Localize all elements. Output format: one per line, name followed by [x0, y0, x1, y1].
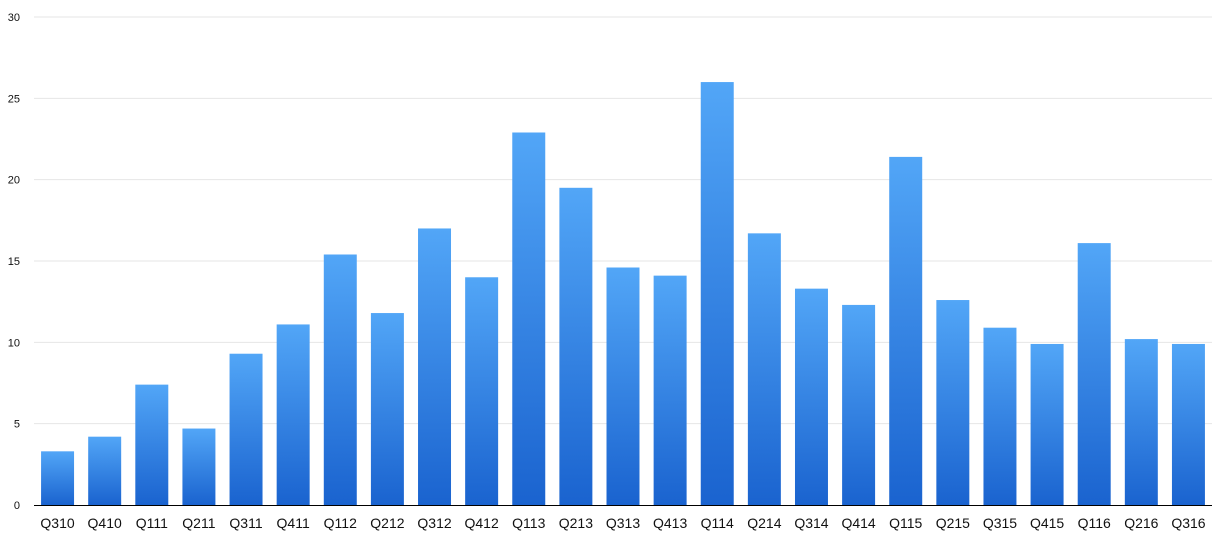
y-tick-label: 0	[14, 500, 20, 512]
bar-Q215	[936, 300, 970, 505]
x-tick-label: Q211	[182, 515, 215, 531]
bar-Q316	[1171, 343, 1205, 505]
bar-Q412	[465, 277, 499, 505]
bar-Q413	[653, 275, 687, 505]
bar-Q414	[842, 304, 876, 505]
y-tick-label: 30	[8, 12, 20, 24]
bar-Q112	[323, 254, 357, 505]
x-tick-label: Q215	[936, 515, 970, 531]
x-tick-label: Q116	[1078, 515, 1111, 531]
bar-Q313	[606, 267, 640, 505]
x-tick-label: Q415	[1030, 515, 1064, 531]
y-tick-label: 20	[8, 175, 20, 187]
x-tick-label: Q216	[1124, 515, 1158, 531]
x-tick-label: Q313	[606, 515, 640, 531]
bar-Q216	[1124, 339, 1158, 505]
y-tick-label: 15	[8, 256, 20, 268]
bar-Q314	[794, 288, 828, 505]
y-tick-label: 10	[8, 337, 20, 349]
bar-Q114	[700, 82, 734, 506]
x-tick-label: Q414	[841, 515, 875, 531]
x-tick-label: Q214	[747, 515, 781, 531]
x-tick-label: Q411	[277, 515, 310, 531]
x-tick-label: Q315	[983, 515, 1017, 531]
x-tick-label: Q310	[40, 515, 74, 531]
x-tick-label: Q311	[229, 515, 262, 531]
x-tick-label: Q312	[417, 515, 451, 531]
bar-Q315	[983, 327, 1017, 505]
bar-Q116	[1077, 243, 1111, 505]
x-tick-label: Q314	[794, 515, 828, 531]
x-tick-label: Q112	[324, 515, 357, 531]
x-tick-label: Q213	[559, 515, 593, 531]
x-tick-label: Q412	[465, 515, 499, 531]
bar-Q111	[135, 384, 169, 505]
bar-Q211	[182, 428, 216, 505]
y-tick-label: 5	[14, 419, 20, 431]
x-tick-label: Q115	[889, 515, 922, 531]
bar-Q410	[88, 436, 122, 505]
bar-Q213	[559, 187, 593, 506]
bar-Q113	[512, 132, 546, 505]
x-tick-label: Q413	[653, 515, 687, 531]
x-tick-label: Q410	[88, 515, 122, 531]
x-tick-label: Q316	[1171, 515, 1205, 531]
x-tick-label: Q111	[136, 515, 168, 531]
x-tick-label: Q212	[370, 515, 404, 531]
axis-layer: 0 5 10 15 20 25 30 Q310 Q410 Q111 Q211 Q311 Q411 Q112…	[8, 12, 1212, 531]
bar-Q310	[41, 451, 75, 505]
bar-Q212	[370, 313, 404, 505]
bar-Q214	[747, 233, 781, 505]
x-tick-label: Q114	[701, 515, 734, 531]
bar-Q312	[418, 228, 452, 505]
x-tick-label: Q113	[512, 515, 545, 531]
bar-Q115	[889, 156, 923, 506]
bar-layer	[41, 82, 1205, 506]
bar-Q411	[276, 324, 310, 505]
y-tick-label: 25	[8, 93, 20, 105]
bar-Q415	[1030, 343, 1064, 505]
bar-Q311	[229, 353, 263, 505]
